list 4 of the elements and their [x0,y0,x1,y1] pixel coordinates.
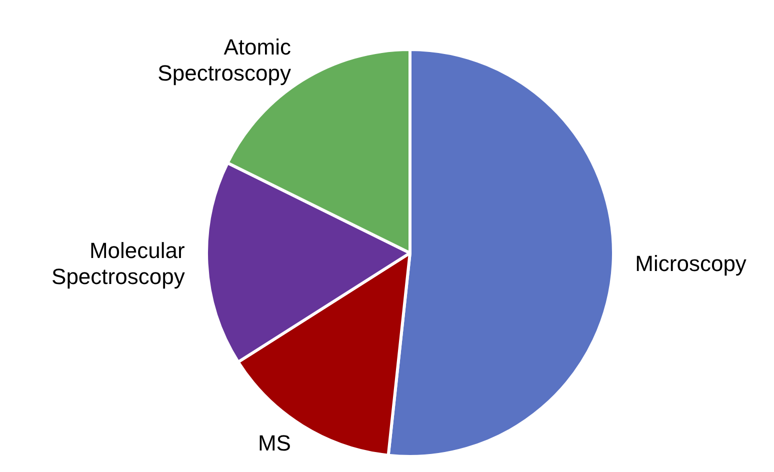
slice-label: Molecular Spectroscopy [52,238,185,290]
slice-label: Atomic Spectroscopy [158,34,291,86]
slice-label: Microscopy [635,251,746,276]
slice-label: MS [258,430,291,456]
